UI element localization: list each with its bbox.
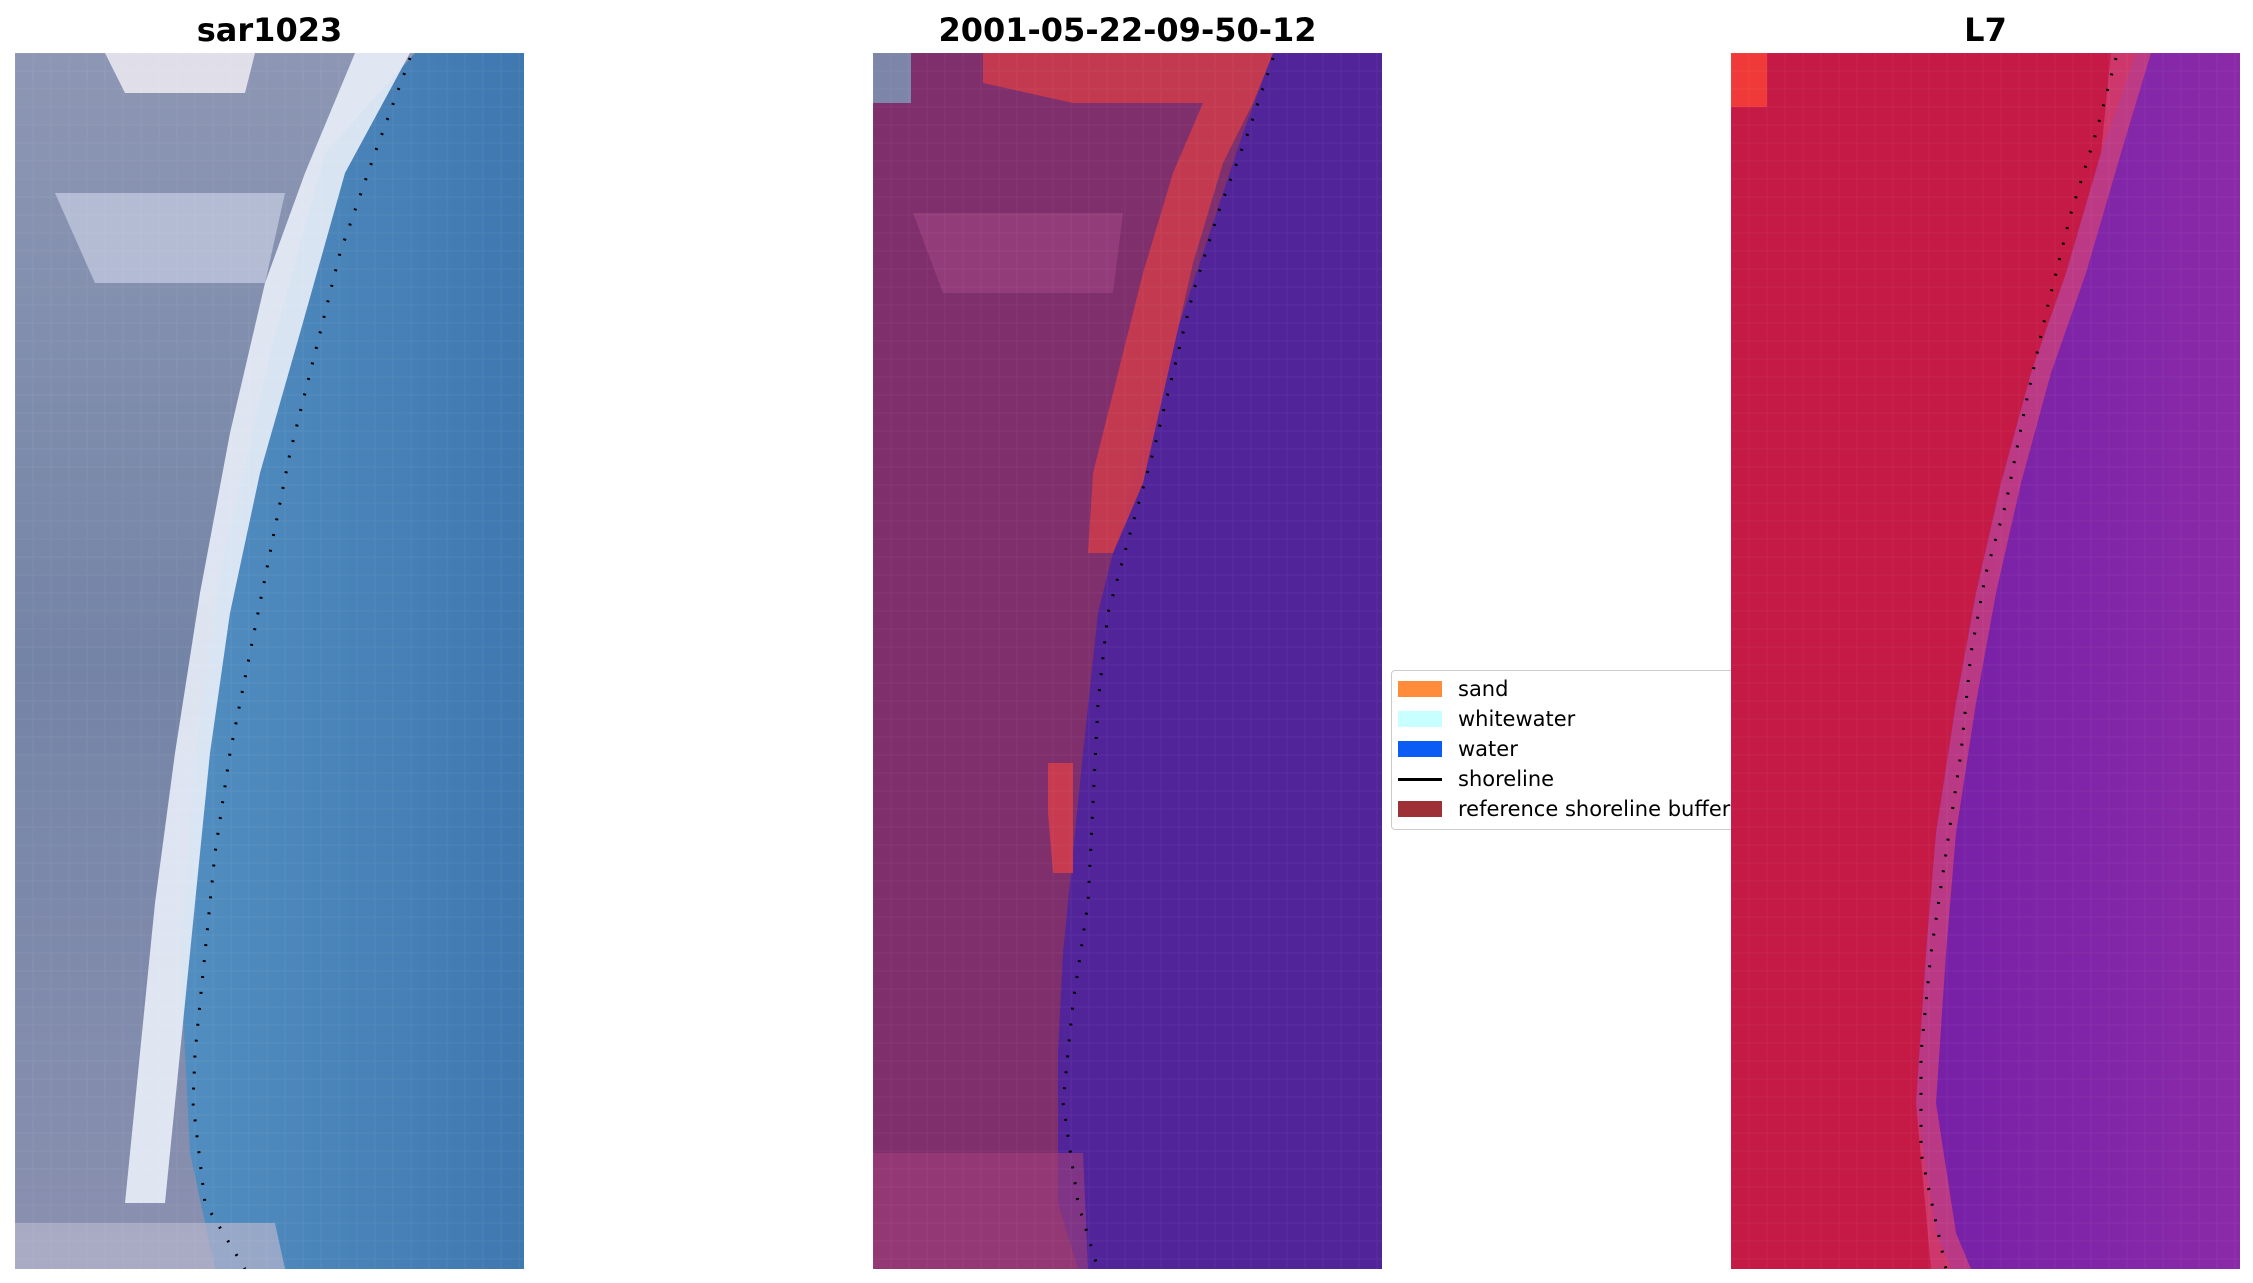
classified-overlay-image: [873, 53, 1382, 1269]
classification-image-panel: [873, 53, 1382, 1269]
rgb-image-panel: [15, 53, 524, 1269]
legend-label-shoreline: shoreline: [1458, 767, 1555, 791]
water-swatch: [1398, 741, 1442, 757]
legend-item-shoreline: shoreline: [1398, 765, 1554, 793]
legend-item-sand: sand: [1398, 675, 1508, 703]
legend-item-water: water: [1398, 735, 1518, 763]
sand-swatch: [1398, 681, 1442, 697]
panel-title-rgb: sar1023: [196, 11, 343, 49]
shoreline-line-swatch: [1398, 777, 1442, 781]
legend-label-water: water: [1458, 737, 1518, 761]
legend-item-reference-buffer: reference shoreline buffer: [1398, 795, 1730, 823]
legend-box: sand whitewater water shoreline referenc…: [1391, 670, 1791, 830]
legend-item-whitewater: whitewater: [1398, 705, 1575, 733]
index-image-panel: [1731, 53, 2240, 1269]
reference-buffer-swatch: [1398, 801, 1442, 817]
legend-label-reference-buffer: reference shoreline buffer: [1458, 797, 1731, 821]
index-colormap-image: [1731, 53, 2240, 1269]
legend-label-sand: sand: [1458, 677, 1509, 701]
rgb-satellite-image: [15, 53, 524, 1269]
legend-label-whitewater: whitewater: [1458, 707, 1576, 731]
whitewater-swatch: [1398, 711, 1442, 727]
panel-title-classification: 2001-05-22-09-50-12: [938, 11, 1317, 49]
panel-title-index: L7: [1964, 11, 2007, 49]
